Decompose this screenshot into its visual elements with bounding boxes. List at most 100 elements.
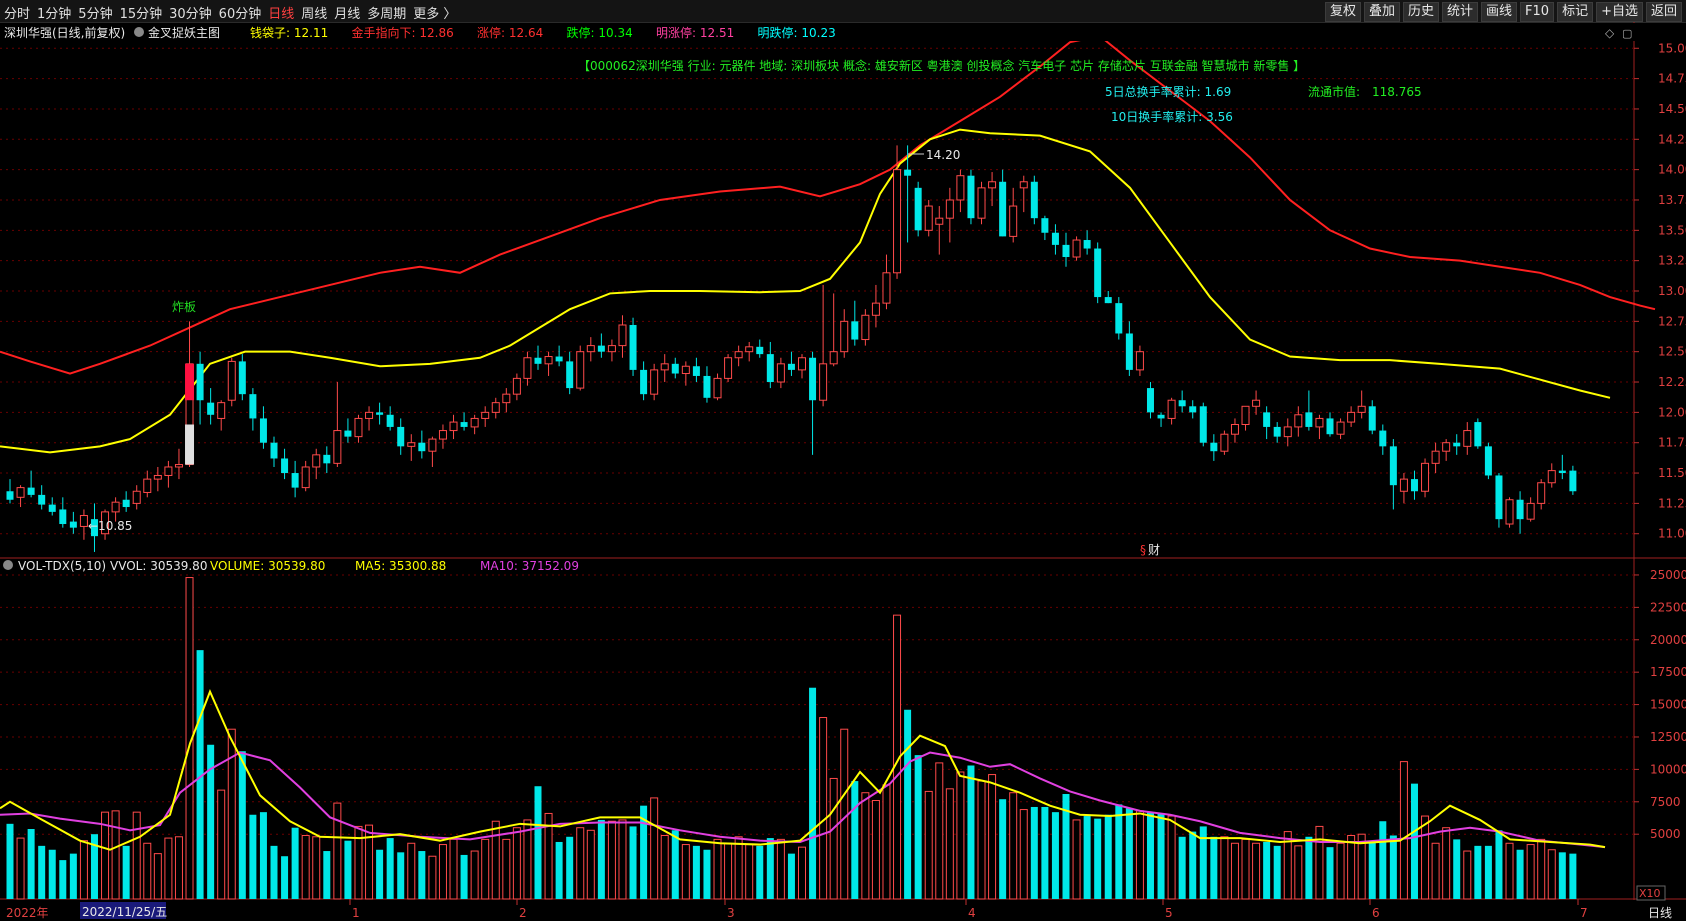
indicator-name: 金叉捉妖主图 bbox=[148, 25, 220, 40]
period-tab-9[interactable]: 多周期 bbox=[367, 7, 407, 22]
month-label: 5 bbox=[1165, 906, 1173, 920]
toolbar-button-2[interactable]: 历史 bbox=[1402, 2, 1439, 22]
candle-down bbox=[1410, 479, 1418, 492]
volume-bar-up bbox=[1336, 842, 1345, 900]
period-tab-4[interactable]: 30分钟 bbox=[169, 7, 212, 22]
volume-bar-up bbox=[861, 792, 870, 900]
toolbar-button-0[interactable]: 复权 bbox=[1324, 2, 1361, 22]
volume-bar-up bbox=[660, 834, 669, 900]
period-tab-1[interactable]: 1分钟 bbox=[37, 7, 72, 22]
toolbar-button-7[interactable]: +自选 bbox=[1596, 2, 1643, 22]
volume-tick-label: 15000 bbox=[1650, 698, 1686, 712]
period-tab-0[interactable]: 分时 bbox=[4, 7, 31, 22]
x10-box bbox=[1636, 885, 1666, 901]
candle-down bbox=[27, 487, 35, 495]
volume-bar-up bbox=[988, 774, 997, 900]
volume-bar-down bbox=[1273, 845, 1281, 899]
volume-bar-down bbox=[1495, 830, 1503, 899]
candle-down bbox=[259, 418, 267, 443]
toolbar-button-6[interactable]: 标记 bbox=[1557, 2, 1594, 22]
volume-bar-up bbox=[217, 789, 226, 900]
volume-bar-down bbox=[207, 744, 215, 899]
candle-up bbox=[491, 402, 500, 413]
volume-bar-up bbox=[1505, 842, 1514, 900]
period-tab-3[interactable]: 15分钟 bbox=[119, 7, 163, 22]
ma-yellow-line bbox=[0, 128, 1611, 454]
period-tabs: 分时 1分钟 5分钟 15分钟 30分钟 60分钟 日线 周线 月线 多周期 更多 〉 bbox=[4, 3, 463, 22]
candle-down bbox=[1263, 412, 1271, 427]
candle-up bbox=[819, 363, 828, 401]
volume-bar-up bbox=[1230, 842, 1239, 900]
volume-bar-up bbox=[882, 784, 891, 900]
toolbar-button-4[interactable]: 画线 bbox=[1481, 2, 1518, 22]
volume-tick-label: 10000 bbox=[1650, 762, 1686, 776]
indicator-toggle-icon bbox=[134, 27, 144, 37]
candle-up bbox=[333, 430, 342, 464]
x-axis-bg bbox=[0, 900, 1686, 921]
volume-bar-up bbox=[1421, 815, 1430, 900]
candle-up bbox=[1019, 181, 1028, 189]
toolbar-button-3[interactable]: 统计 bbox=[1442, 2, 1479, 22]
volume-bar-up bbox=[956, 771, 965, 900]
volume-bar-down bbox=[692, 845, 700, 899]
volume-tick-label: 17500 bbox=[1650, 665, 1686, 679]
volume-bar-down bbox=[1125, 808, 1133, 899]
volume-bar-down bbox=[397, 852, 405, 899]
volume-bar-up bbox=[935, 762, 944, 900]
volume-tick-label: 5000 bbox=[1650, 827, 1681, 841]
volume-bar-down bbox=[809, 687, 817, 899]
price-tick-label: 15.00 bbox=[1658, 41, 1686, 55]
volume-bar-up bbox=[586, 829, 595, 900]
toolbar-button-8[interactable]: 返回 bbox=[1645, 2, 1682, 22]
volume-bar-up bbox=[428, 855, 437, 900]
period-tab-10[interactable]: 更多 〉 bbox=[413, 7, 457, 22]
volume-bar-up bbox=[819, 717, 828, 900]
period-tab-5[interactable]: 60分钟 bbox=[218, 7, 262, 22]
volume-bar-down bbox=[1189, 831, 1197, 899]
volume-bar-up bbox=[1547, 849, 1556, 900]
volume-bar-up bbox=[1399, 761, 1408, 900]
candle-up bbox=[1220, 433, 1229, 452]
volume-bar-up bbox=[544, 812, 553, 900]
volume-bar-up bbox=[502, 838, 511, 900]
volume-bar-down bbox=[999, 799, 1007, 899]
candle-up bbox=[924, 205, 933, 231]
volume-tick-label: 12500 bbox=[1650, 730, 1686, 744]
period-tab-2[interactable]: 5分钟 bbox=[78, 7, 113, 22]
volume-bar-down bbox=[566, 836, 574, 899]
toolbar-button-1[interactable]: 叠加 bbox=[1363, 2, 1400, 22]
candle-up bbox=[227, 360, 236, 401]
volume-bar-up bbox=[470, 850, 479, 900]
header-value-0: 钱袋子: 12.11 bbox=[250, 25, 328, 40]
candle-down bbox=[851, 321, 859, 340]
toolbar-button-5[interactable]: F10 bbox=[1520, 2, 1555, 22]
volume-value: VOLUME: 30539.80 bbox=[210, 559, 325, 573]
candle-down bbox=[1569, 470, 1577, 492]
volume-bar-up bbox=[776, 838, 785, 900]
volume-bar-down bbox=[756, 845, 764, 899]
candle-down bbox=[534, 357, 542, 364]
candle-up bbox=[1230, 424, 1239, 435]
candle-down bbox=[1379, 430, 1387, 447]
period-tab-6[interactable]: 日线 bbox=[268, 7, 295, 22]
candle-up bbox=[935, 217, 944, 225]
candle-up bbox=[1072, 239, 1081, 258]
period-tab-7[interactable]: 周线 bbox=[301, 7, 328, 22]
cursor-date-label: 2022/11/25/五 bbox=[82, 905, 167, 919]
candle-up bbox=[734, 351, 743, 359]
candle-up bbox=[1294, 414, 1303, 428]
volume-bar-down bbox=[418, 851, 426, 899]
candle-down bbox=[692, 366, 700, 376]
volume-tick-label: 25000 bbox=[1650, 568, 1686, 582]
volume-bar-up bbox=[840, 728, 849, 900]
candle-down bbox=[914, 187, 922, 231]
volume-bar-up bbox=[1315, 825, 1324, 900]
volume-bar-up bbox=[354, 825, 363, 900]
candle-up bbox=[829, 351, 838, 365]
candle-up bbox=[512, 377, 521, 395]
candle-up bbox=[713, 377, 722, 399]
candle-down bbox=[555, 356, 563, 362]
period-tab-8[interactable]: 月线 bbox=[334, 7, 361, 22]
stock-info-line: 【000062深圳华强 行业: 元器件 地域: 深圳板块 概念: 雄安新区 粤港… bbox=[578, 58, 1305, 73]
volume-bar-up bbox=[174, 836, 183, 900]
